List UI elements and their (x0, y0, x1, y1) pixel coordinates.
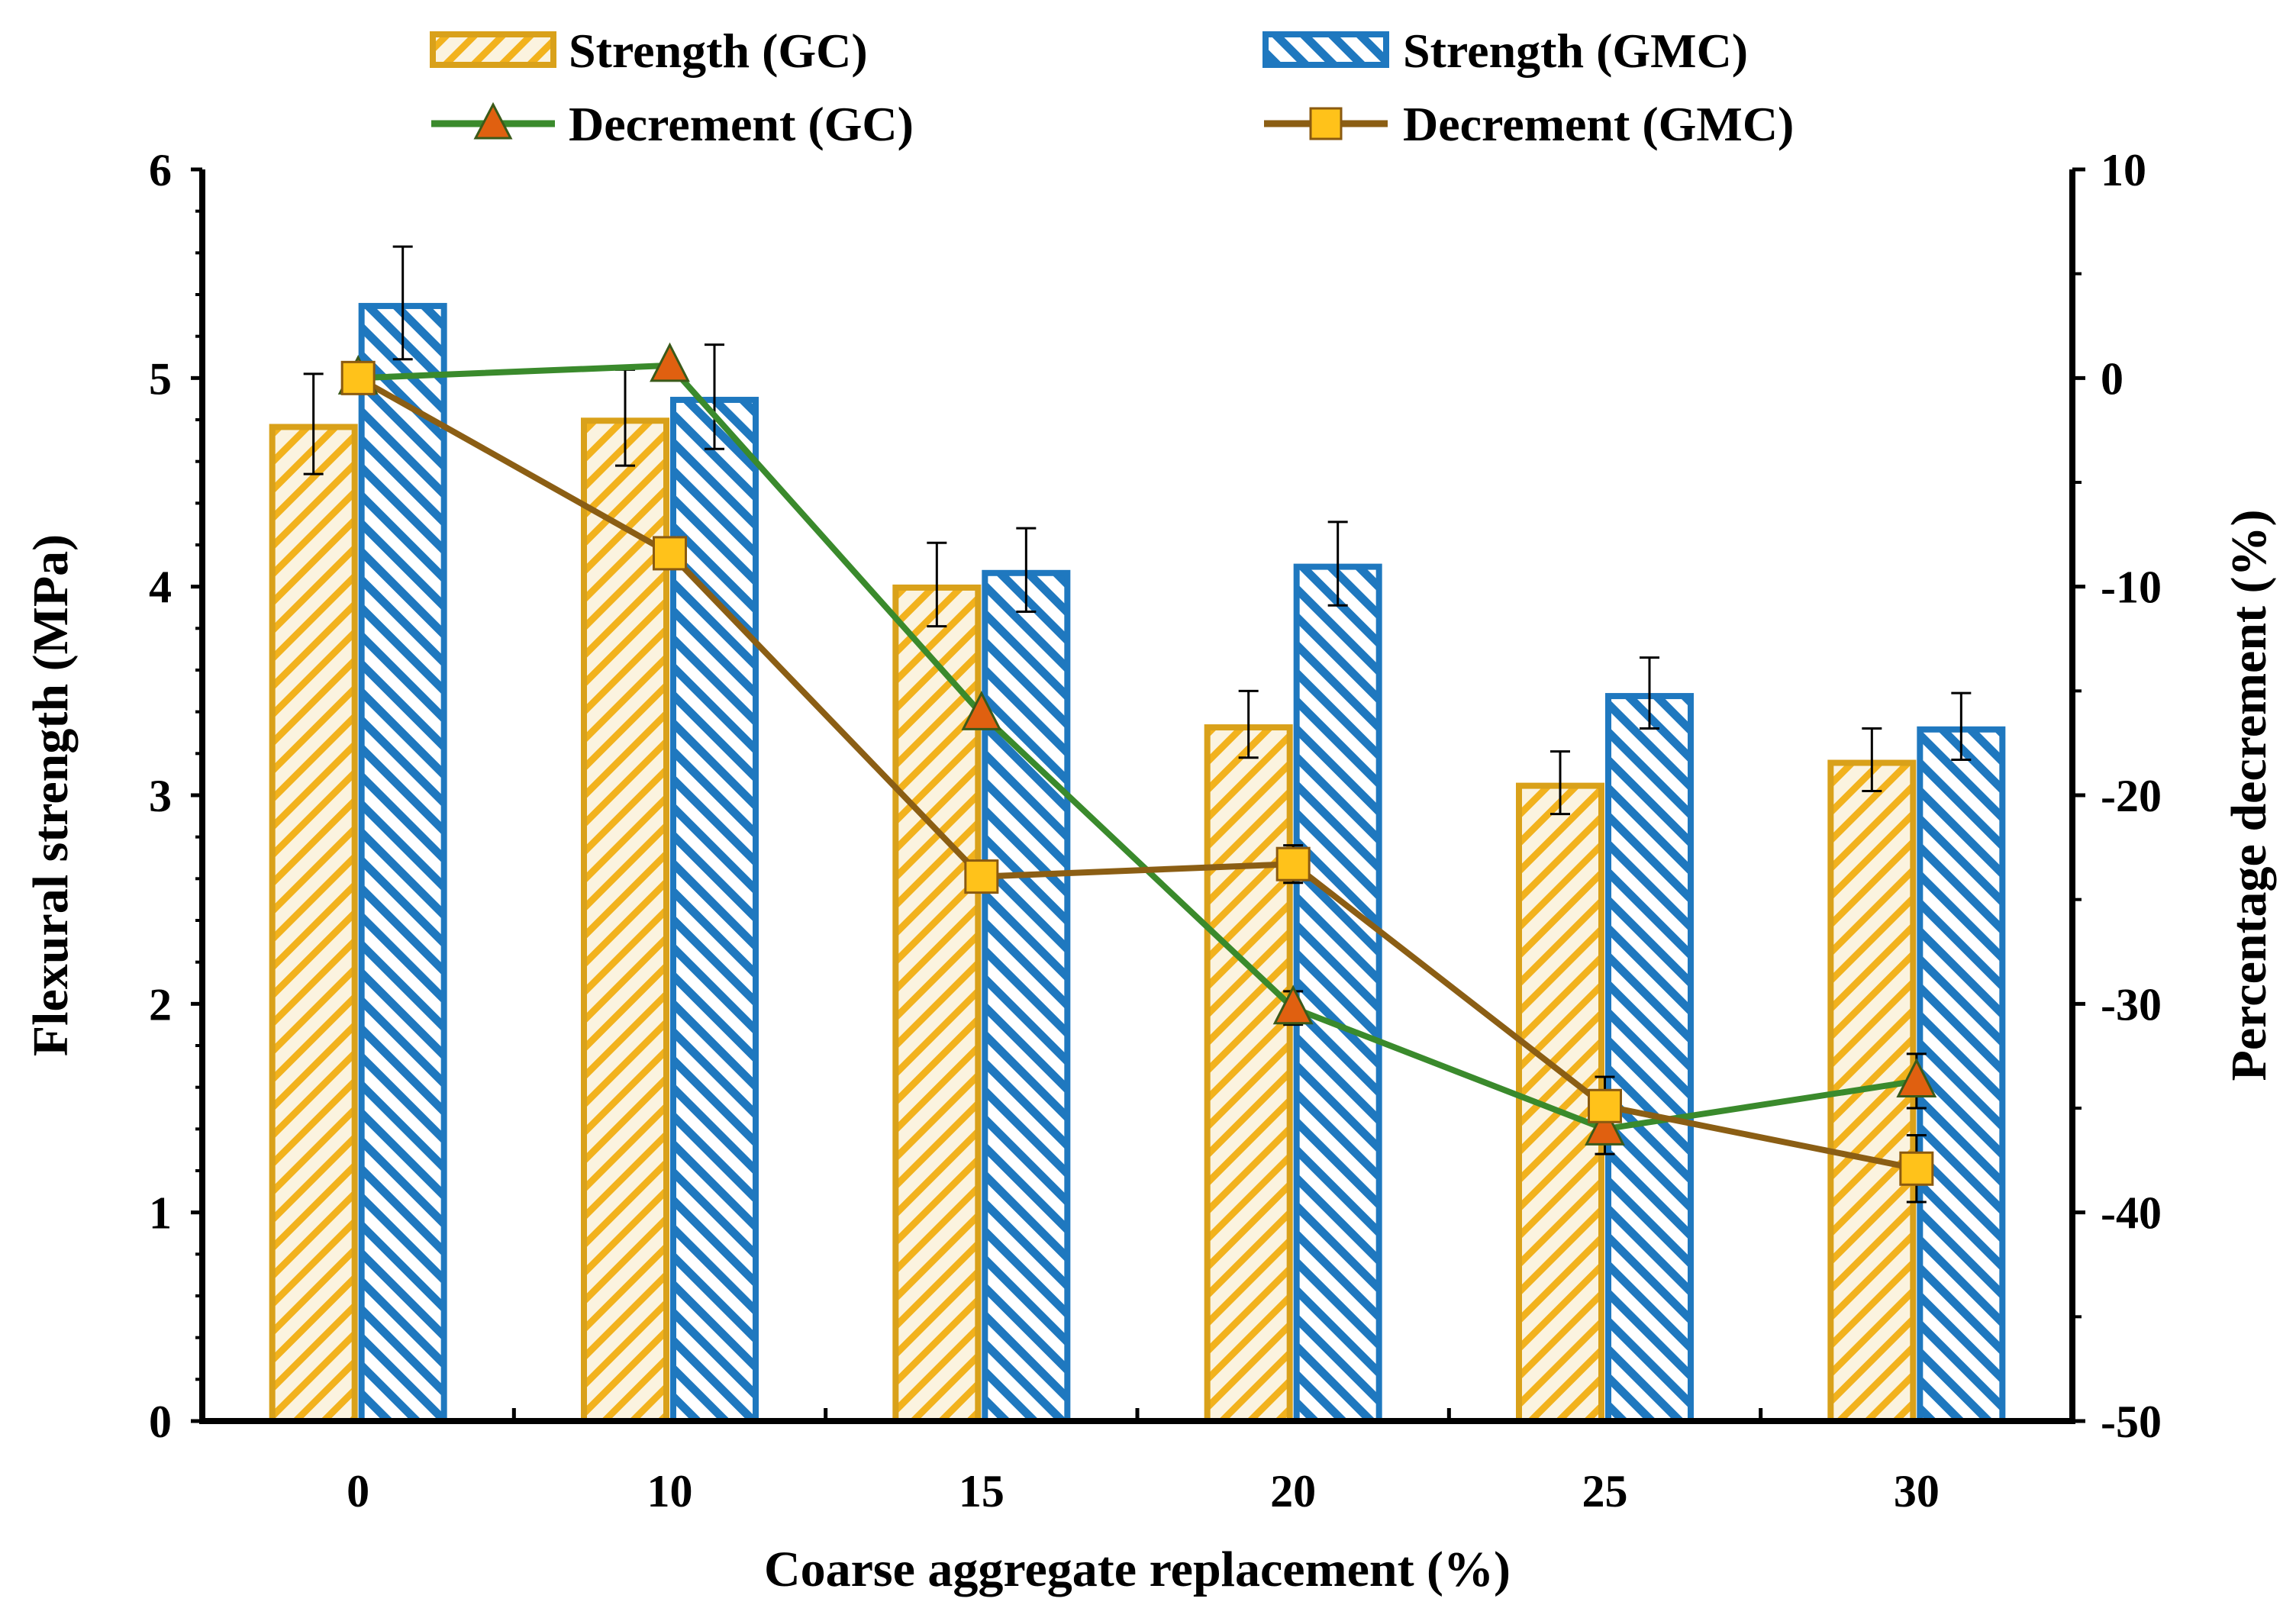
right-tick-label--40: -40 (2101, 1188, 2162, 1239)
right-tick-label--50: -50 (2101, 1397, 2162, 1447)
legend-label-strength-gc: Strength (GC) (569, 24, 868, 78)
legend-label-decrement-gc: Decrement (GC) (569, 97, 914, 151)
legend-marker-decrement-gc (473, 102, 513, 140)
lines-layer (337, 342, 1937, 1204)
x-tick-label-0: 0 (347, 1466, 369, 1516)
error-bar-strength-gmc-15 (1016, 527, 1037, 613)
error-bar-strength-gmc-0 (392, 245, 413, 361)
bar-strength-gmc-25 (1605, 693, 1694, 1424)
error-bar-strength-gc-30 (1862, 727, 1882, 793)
x-tick-label-30: 30 (1894, 1466, 1940, 1516)
bar-strength-gc-0 (269, 424, 358, 1424)
point-decrement-gc-20 (1272, 985, 1314, 1025)
left-tick-label-0: 0 (149, 1397, 172, 1447)
point-decrement-gc-30 (1896, 1058, 1937, 1097)
point-decrement-gc-15 (961, 691, 1002, 730)
left-axis-ticks: 0 1 2 3 4 5 6 (149, 145, 202, 1447)
legend: Strength (GC) Strength (GMC) Decrement (… (430, 24, 1794, 151)
right-tick-label--20: -20 (2101, 771, 2162, 821)
y2-axis-title: Percentage decrement (%) (2221, 510, 2277, 1081)
bar-strength-gc-15 (892, 584, 982, 1424)
x-tick-label-20: 20 (1270, 1466, 1316, 1516)
point-decrement-gmc-10 (653, 536, 687, 571)
left-tick-label-5: 5 (149, 353, 172, 404)
x-tick-label-25: 25 (1582, 1466, 1628, 1516)
point-decrement-gmc-30 (1899, 1151, 1934, 1186)
bar-strength-gmc-15 (982, 569, 1071, 1424)
legend-label-strength-gmc: Strength (GMC) (1403, 24, 1748, 78)
left-tick-label-3: 3 (149, 771, 172, 821)
right-tick-label--10: -10 (2101, 562, 2162, 613)
legend-entry-strength-gmc: Strength (GMC) (1262, 24, 1748, 78)
point-decrement-gc-10 (650, 342, 690, 382)
line-decrement-gmc (356, 375, 1917, 1172)
legend-swatch-strength-gc (430, 31, 556, 68)
bar-strength-gc-10 (581, 417, 669, 1424)
right-tick-label-10: 10 (2101, 145, 2146, 195)
bar-strength-gmc-30 (1917, 726, 2006, 1424)
right-tick-label--30: -30 (2101, 979, 2162, 1030)
left-tick-label-2: 2 (149, 979, 172, 1030)
bar-error-bars (303, 245, 1972, 816)
legend-label-decrement-gmc: Decrement (GMC) (1403, 97, 1794, 151)
point-decrement-gmc-20 (1275, 846, 1311, 881)
left-tick-label-6: 6 (149, 145, 172, 195)
x-axis-title: Coarse aggregate replacement (%) (764, 1542, 1511, 1597)
left-tick-label-4: 4 (149, 562, 172, 613)
x-axis-ticks: 0 10 15 20 25 30 (347, 1408, 1940, 1516)
x-tick-label-10: 10 (647, 1466, 693, 1516)
left-tick-label-1: 1 (149, 1188, 172, 1239)
error-bar-strength-gc-0 (303, 372, 324, 475)
legend-swatch-strength-gmc (1262, 31, 1389, 68)
error-bar-strength-gmc-30 (1951, 691, 1972, 762)
legend-entry-decrement-gmc: Decrement (GMC) (1264, 97, 1794, 151)
error-bar-strength-gc-25 (1550, 750, 1570, 816)
right-axis-ticks: -50 -40 -30 -20 -10 0 10 (2072, 145, 2162, 1447)
error-bar-strength-gc-20 (1238, 689, 1259, 759)
point-decrement-gmc-15 (964, 859, 999, 894)
right-tick-label-0: 0 (2101, 353, 2123, 404)
point-decrement-gmc-25 (1588, 1088, 1622, 1123)
error-bar-strength-gmc-25 (1640, 656, 1659, 730)
legend-marker-decrement-gmc (1309, 107, 1343, 140)
error-bar-strength-gmc-20 (1327, 520, 1348, 607)
error-bar-strength-gc-15 (927, 541, 947, 628)
error-bar-strength-gmc-10 (705, 343, 724, 450)
bar-strength-gmc-20 (1293, 563, 1382, 1424)
line-decrement-gc (358, 362, 1917, 1133)
legend-entry-decrement-gc: Decrement (GC) (431, 97, 914, 151)
x-tick-label-15: 15 (959, 1466, 1004, 1516)
point-decrement-gc-25 (1585, 1106, 1625, 1146)
bar-strength-gc-20 (1204, 724, 1293, 1424)
legend-entry-strength-gc: Strength (GC) (430, 24, 868, 78)
bar-strength-gmc-0 (358, 302, 447, 1424)
y-axis-title: Flexural strength (MPa) (23, 534, 79, 1056)
point-decrement-gmc-0 (340, 360, 376, 395)
axes (199, 169, 2075, 1424)
